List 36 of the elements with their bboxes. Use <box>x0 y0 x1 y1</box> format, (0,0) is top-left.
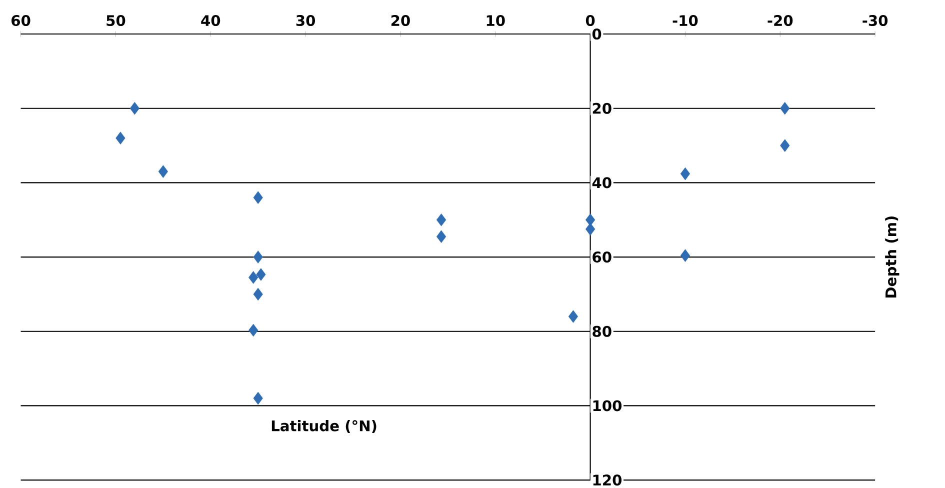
point <box>780 102 790 115</box>
y-axis-title: Depth (m) <box>885 216 900 298</box>
point <box>780 139 790 152</box>
x-tick-label: 20 <box>391 15 410 26</box>
point <box>436 214 446 226</box>
x-tick-label: 30 <box>296 15 316 26</box>
point <box>253 250 263 264</box>
y-tick-label: 80 <box>592 326 612 338</box>
point <box>253 288 263 301</box>
y-tick-label: 0 <box>592 28 602 40</box>
point <box>253 192 263 204</box>
y-tick-label: 20 <box>592 103 612 114</box>
point <box>680 168 690 180</box>
point <box>158 165 168 178</box>
point <box>568 310 578 323</box>
y-tick-label: 40 <box>592 177 612 188</box>
x-tick-label: -10 <box>672 15 698 26</box>
x-tick-label: 10 <box>486 15 505 26</box>
y-tick-label: 100 <box>593 400 622 412</box>
x-tick-label: -30 <box>862 15 888 26</box>
y-tick-label: 120 <box>593 474 622 486</box>
x-tick-label: 60 <box>12 15 30 26</box>
x-axis-title: Latitude (°N) <box>272 420 376 434</box>
x-tick-label: -20 <box>768 15 793 26</box>
point <box>436 230 446 244</box>
x-tick-label: 50 <box>106 15 126 26</box>
point <box>680 249 690 262</box>
x-tick-label: 40 <box>201 15 220 26</box>
point <box>586 223 596 236</box>
point <box>130 102 140 115</box>
point <box>253 392 263 405</box>
y-tick-label: 60 <box>592 252 612 263</box>
point <box>116 132 126 145</box>
point <box>256 268 266 281</box>
point <box>248 271 258 284</box>
point <box>248 324 258 337</box>
